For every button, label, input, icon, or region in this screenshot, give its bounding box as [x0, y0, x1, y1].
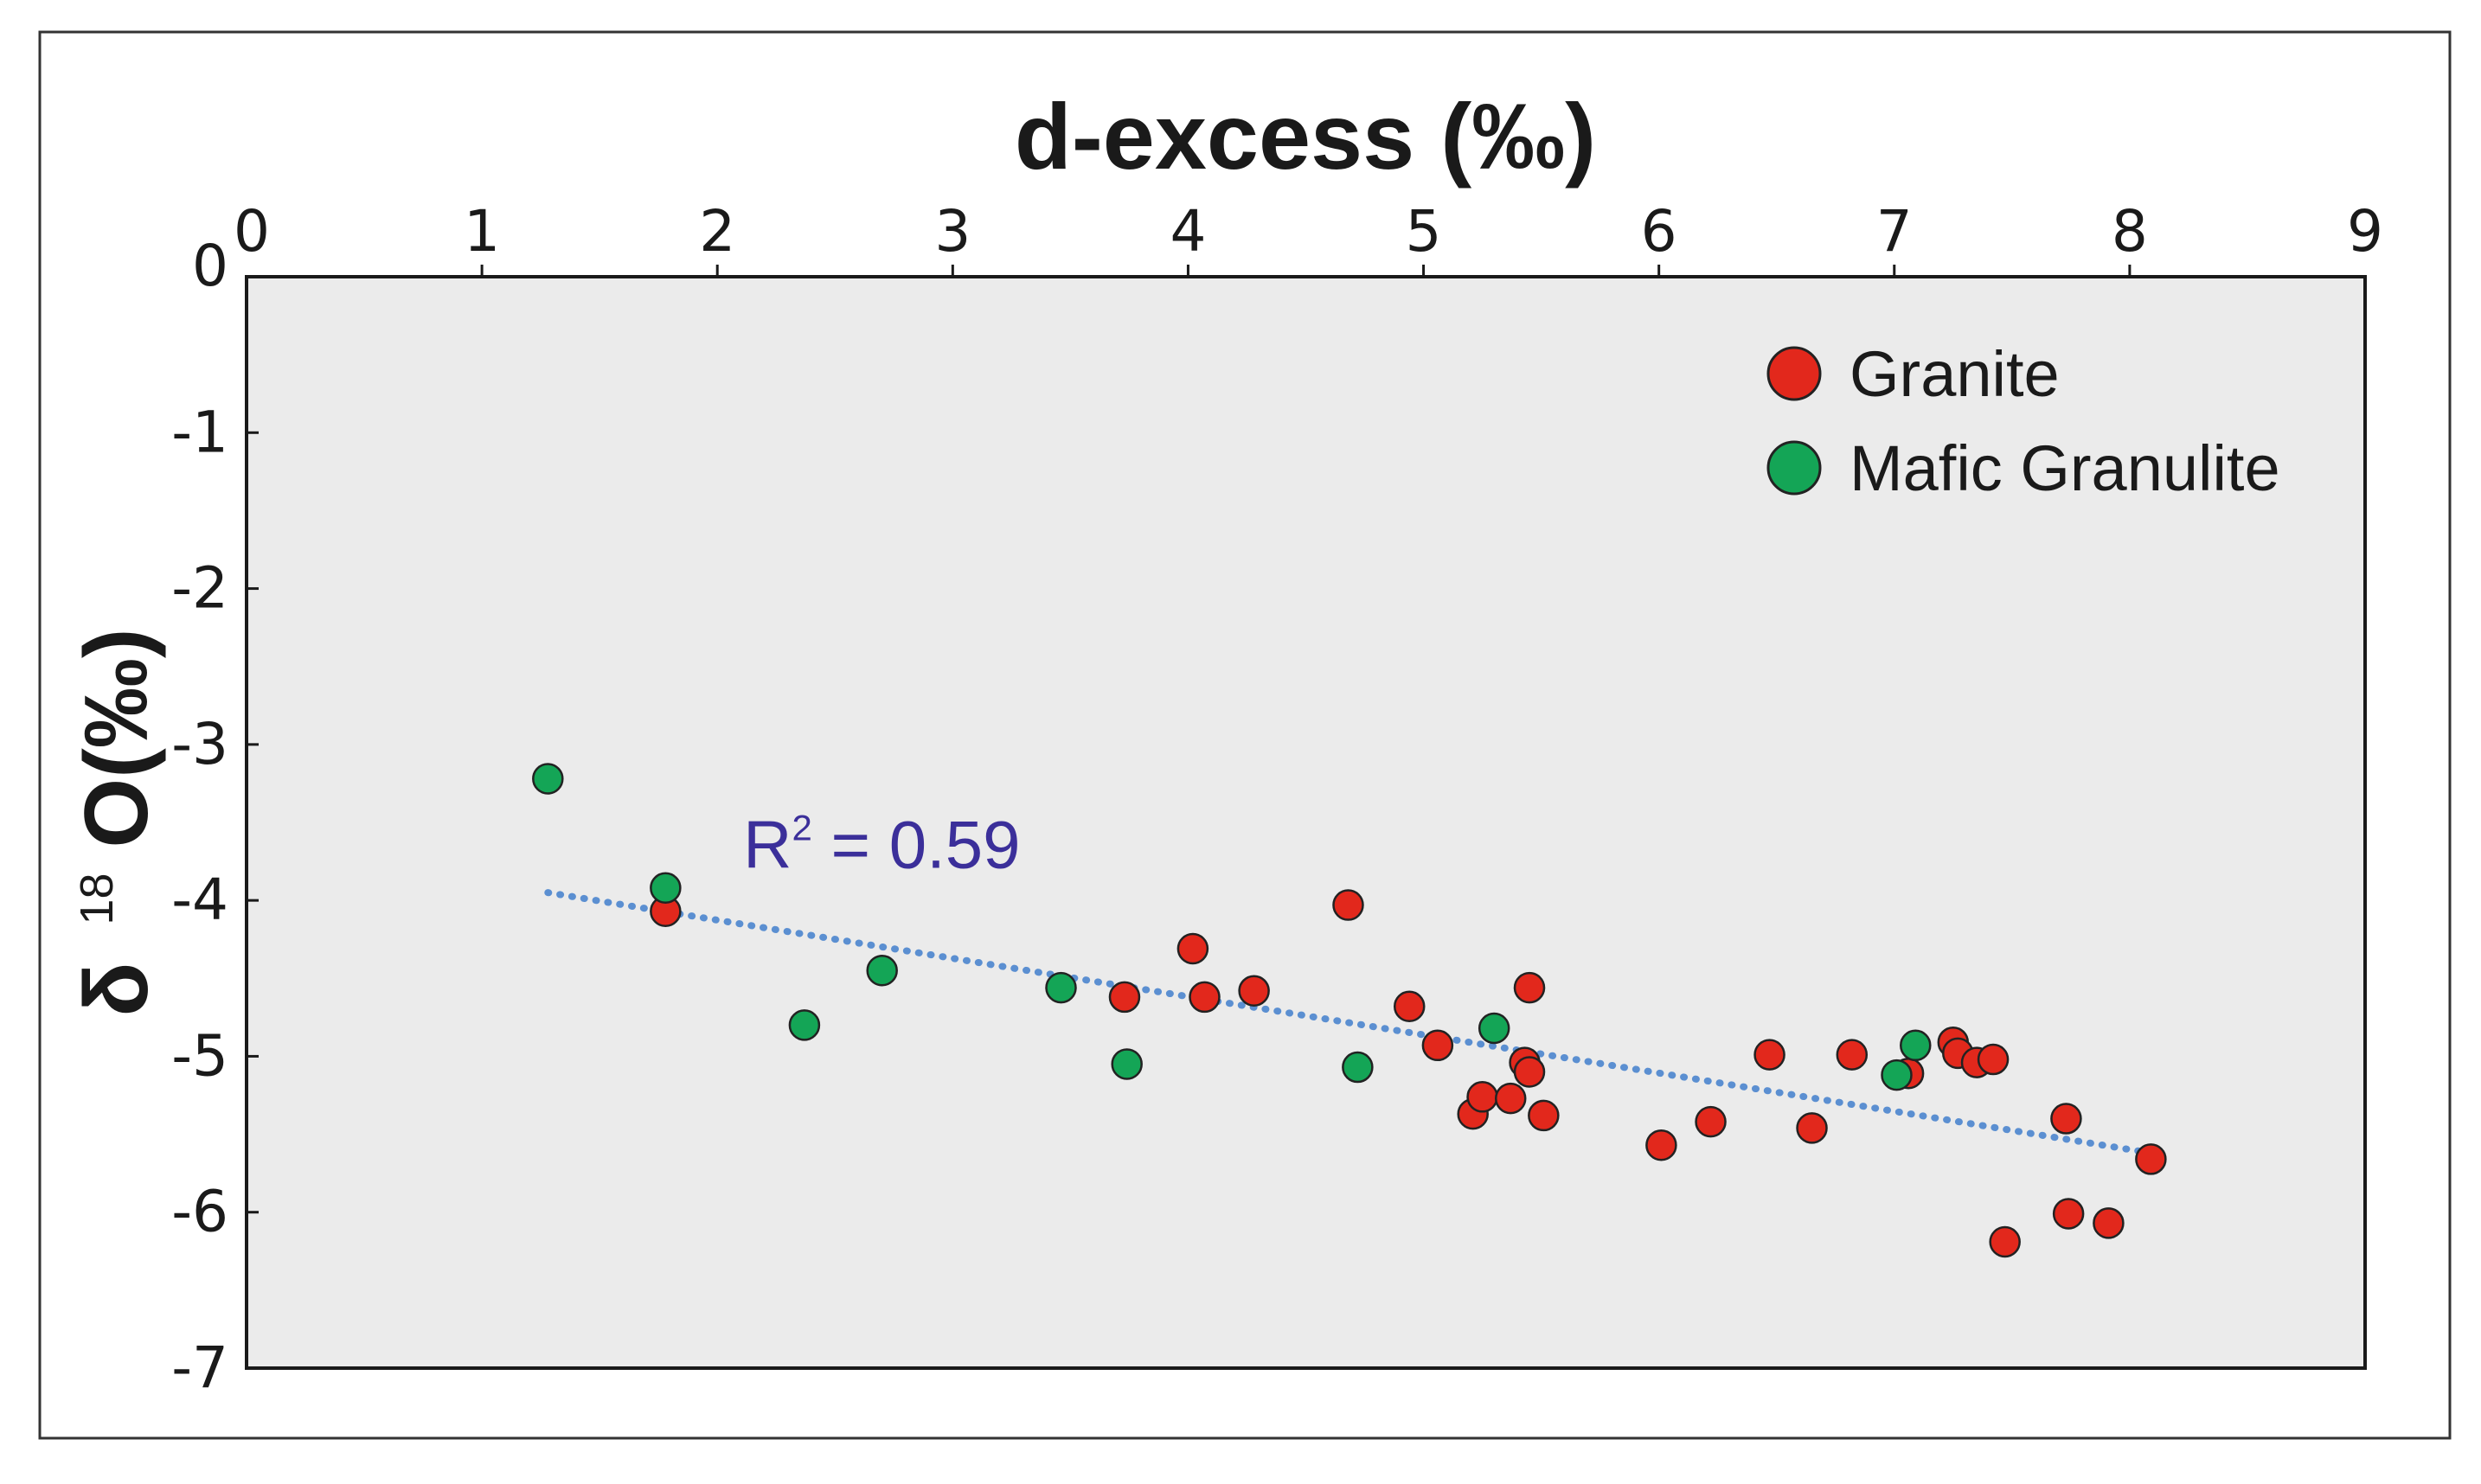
- legend: Granite Mafic Granulite: [1766, 338, 2280, 504]
- data-point-mafic-granulite: [650, 872, 682, 904]
- data-point-granite: [1977, 1043, 2010, 1076]
- data-point-granite: [1528, 1099, 1560, 1132]
- data-point-mafic-granulite: [1478, 1012, 1510, 1045]
- data-point-mafic-granulite: [1045, 971, 1077, 1004]
- y-axis-ticks: 0 -1 -2 -3 -4 -5 -6 -7: [171, 233, 259, 1401]
- y-axis-title: δ 18 O(‰): [32, 628, 167, 1016]
- x-tick-label: 5: [1406, 198, 1442, 265]
- data-point-mafic-granulite: [1900, 1029, 1932, 1062]
- data-point-granite: [1753, 1039, 1785, 1071]
- x-tick-label: 7: [1876, 198, 1913, 265]
- legend-label-mafic-granulite: Mafic Granulite: [1850, 432, 2280, 504]
- r-squared-value: = 0.59: [812, 806, 1021, 882]
- data-point-granite: [1645, 1129, 1677, 1161]
- trendline: [544, 889, 2155, 1157]
- r-squared-annotation: R2 = 0.59: [743, 806, 1020, 882]
- data-point-mafic-granulite: [1342, 1051, 1374, 1084]
- data-point-granite: [1393, 990, 1426, 1022]
- data-point-granite: [1513, 971, 1546, 1004]
- x-tick-label: 0: [234, 198, 270, 265]
- data-point-mafic-granulite: [1111, 1048, 1143, 1080]
- legend-marker-mafic-granulite: [1766, 440, 1822, 496]
- data-points-layer: [532, 763, 2167, 1258]
- y-tick-label: 0: [192, 233, 228, 299]
- data-point-granite: [1189, 981, 1221, 1014]
- data-point-granite: [1695, 1105, 1727, 1138]
- r-squared-base: R: [743, 806, 792, 882]
- data-point-granite: [1466, 1081, 1498, 1113]
- y-tick-label: -3: [171, 711, 228, 777]
- plot-area: [245, 275, 2367, 1370]
- data-point-granite: [1494, 1082, 1527, 1115]
- data-point-granite: [1332, 889, 1364, 921]
- y-axis-title-sup: 18: [71, 873, 123, 925]
- x-tick-label: 4: [1170, 198, 1206, 265]
- y-tick-label: -4: [171, 867, 228, 933]
- y-tick-label: -5: [171, 1022, 228, 1089]
- data-point-granite: [1421, 1029, 1454, 1062]
- y-tick-label: -2: [171, 555, 228, 622]
- data-point-granite: [2093, 1207, 2125, 1239]
- data-point-granite: [1796, 1112, 1828, 1144]
- y-axis-title-delta: δ: [67, 962, 167, 1016]
- x-tick-label: 3: [934, 198, 971, 265]
- x-tick-label: 1: [464, 198, 500, 265]
- y-axis-title-rest: O(‰): [67, 628, 167, 848]
- data-point-granite: [1989, 1225, 2021, 1258]
- data-point-granite: [1108, 981, 1141, 1014]
- x-tick-label: 8: [2112, 198, 2148, 265]
- data-point-granite: [1836, 1039, 1869, 1071]
- r-squared-sup: 2: [792, 807, 811, 848]
- legend-marker-granite: [1766, 346, 1822, 401]
- data-point-mafic-granulite: [1881, 1059, 1913, 1091]
- x-tick-label: 9: [2347, 198, 2383, 265]
- data-point-granite: [1176, 932, 1209, 965]
- data-point-granite: [2052, 1198, 2085, 1230]
- x-tick-label: 2: [699, 198, 735, 265]
- data-point-granite: [2050, 1103, 2082, 1135]
- x-tick-label: 6: [1641, 198, 1677, 265]
- data-point-mafic-granulite: [788, 1009, 821, 1041]
- data-point-mafic-granulite: [532, 763, 564, 795]
- data-point-mafic-granulite: [866, 955, 898, 987]
- y-tick-label: -1: [171, 399, 228, 465]
- data-point-granite: [1513, 1056, 1546, 1088]
- y-tick-label: -7: [171, 1334, 228, 1401]
- trendline-layer: [544, 889, 2155, 1157]
- x-axis-ticks: 0 1 2 3 4 5 6 7 8 9: [234, 198, 2383, 277]
- x-axis-title: d-excess (‰): [1015, 84, 1596, 189]
- y-tick-label: -6: [171, 1179, 228, 1245]
- data-point-granite: [2135, 1143, 2167, 1175]
- legend-label-granite: Granite: [1850, 338, 2060, 410]
- data-point-granite: [1238, 975, 1270, 1007]
